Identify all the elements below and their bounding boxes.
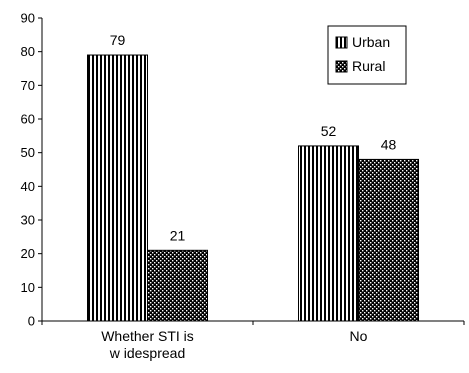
- bar-urban: [298, 145, 359, 322]
- x-category-label: w idespread: [109, 345, 186, 361]
- y-tick-label: 90: [21, 11, 35, 26]
- legend-label-rural: Rural: [352, 58, 385, 74]
- x-category-label: No: [350, 328, 368, 344]
- chart-labels: 79 21 Whether STI isw idespread 52 48 No: [101, 32, 396, 361]
- y-tick-label: 40: [21, 179, 35, 194]
- y-tick-label: 70: [21, 78, 35, 93]
- y-tick-label: 60: [21, 112, 35, 127]
- legend-box: [327, 25, 407, 85]
- legend-label-urban: Urban: [352, 34, 390, 50]
- chart-legend: Urban Rural: [327, 25, 407, 85]
- legend-swatch-urban: [335, 36, 348, 49]
- chart-axes: 0 10 20 30 40 50 60 70 80 90: [21, 11, 465, 329]
- y-tick-label: 80: [21, 44, 35, 59]
- x-category-label: Whether STI is: [101, 328, 194, 344]
- data-label: 52: [321, 123, 337, 139]
- bar-rural: [147, 249, 208, 322]
- y-tick-label: 50: [21, 145, 35, 160]
- bar-urban: [87, 54, 148, 322]
- y-tick-label: 30: [21, 213, 35, 228]
- y-tick-label: 10: [21, 280, 35, 295]
- data-label: 48: [381, 136, 397, 152]
- legend-swatch-rural: [335, 60, 348, 73]
- data-label: 21: [170, 227, 186, 243]
- y-tick-label: 0: [28, 314, 35, 329]
- y-tick-label: 20: [21, 246, 35, 261]
- chart-bars: [87, 54, 419, 322]
- data-label: 79: [110, 32, 126, 48]
- bar-rural: [358, 158, 419, 322]
